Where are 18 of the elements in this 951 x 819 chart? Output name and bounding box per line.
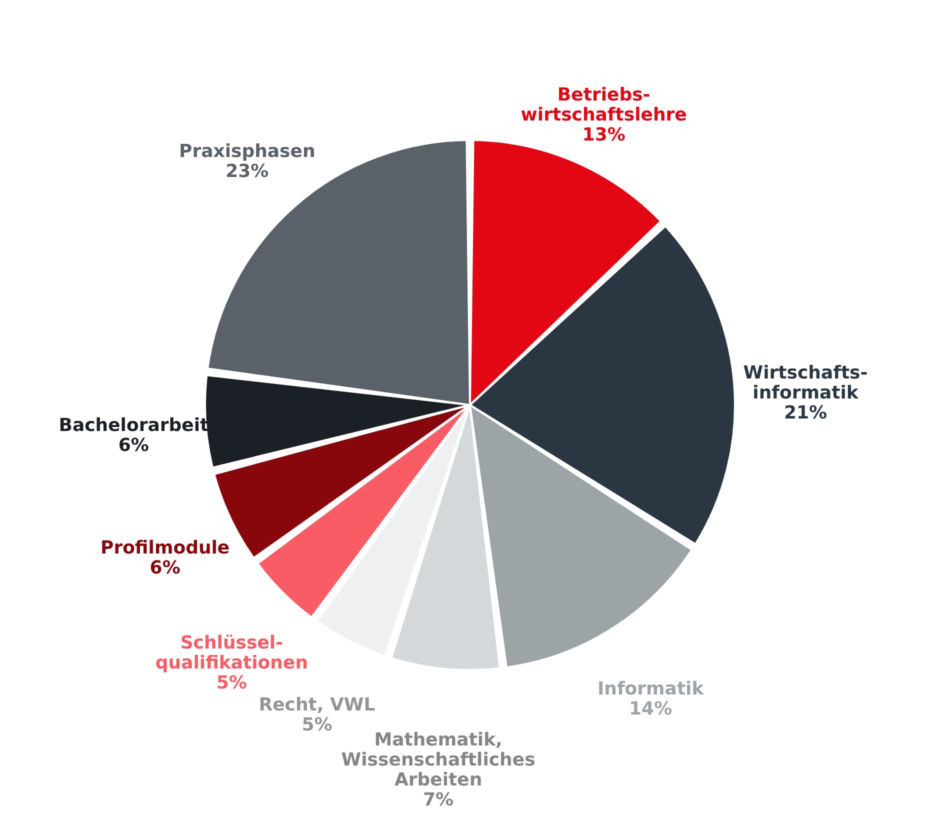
slice-label: Mathematik, Wissenschaftliches Arbeiten — [341, 730, 536, 791]
slice-label: Betriebs- wirtschaftslehre — [520, 84, 687, 126]
slice-label: Schlüssel- qualifikationen — [155, 632, 308, 674]
data-label: 7% — [423, 790, 454, 811]
slice-label: Recht, VWL — [258, 694, 376, 716]
slice-label: Bachelorarbeit — [58, 415, 209, 436]
slice-label: Profilmodule — [100, 537, 230, 558]
data-label: 5% — [302, 714, 332, 736]
data-label: 14% — [629, 698, 672, 720]
data-label: 6% — [150, 557, 180, 578]
slice-label: Informatik — [597, 678, 705, 700]
slice-label: Wirtschafts- informatik — [743, 362, 868, 404]
data-label: 21% — [784, 402, 828, 424]
data-label: 13% — [582, 124, 626, 146]
slice-label: Praxisphasen — [178, 141, 316, 162]
data-label: 5% — [216, 672, 247, 694]
data-label: 6% — [118, 435, 149, 456]
data-label: 23% — [226, 161, 269, 182]
